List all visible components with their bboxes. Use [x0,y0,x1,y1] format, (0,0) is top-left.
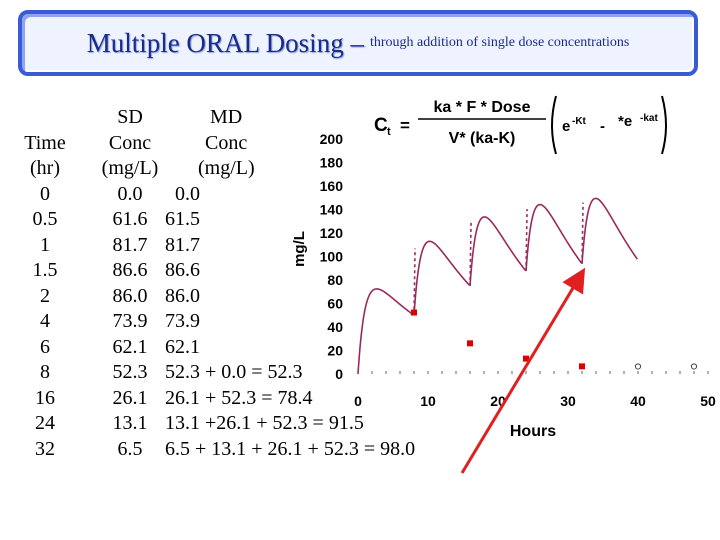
time-cell: 32 [35,437,55,460]
md-curve-segment [581,197,638,264]
time-cell: 24 [35,412,55,434]
time-cell: 1 [40,233,50,256]
time-cell: 0 [40,182,50,205]
md-curve-segment [525,203,582,272]
sd-cell: 13.1 [112,412,148,434]
sd-cell: 73.9 [112,310,148,332]
md-cell: 26.1 + 52.3 = 78.4 [165,386,313,409]
x-tick-label: 10 [420,393,436,409]
title-main: Multiple ORAL Dosing – [86,27,364,58]
sd-point [467,340,473,347]
md-cell: 86.6 [165,259,200,281]
open-point [690,363,698,370]
md-cell: 52.3 + 0.0 = 52.3 [165,361,303,383]
x-axis-label: Hours [510,423,556,440]
md-column: MD Conc (mg/L) 0.0 61.5 81.7 86.6 86.0 7… [165,105,415,462]
md-cell: 0.0 [175,182,200,205]
md-header-line3: (mg/L) [198,157,255,179]
time-header-line2: (hr) [30,157,60,179]
sd-cell: 86.0 [112,284,148,307]
sd-header-line1: SD [117,106,143,128]
sd-cell: 0.0 [117,182,143,205]
time-cell: 16 [35,386,55,409]
open-point [634,363,642,370]
md-cell: 6.5 + 13.1 + 26.1 + 52.3 = 98.0 [165,437,416,460]
x-tick-label: 40 [630,393,646,409]
formula-right-paren [661,95,667,155]
sd-column: SD Conc (mg/L) 0.0 61.6 81.7 86.6 86.0 7… [85,105,175,462]
md-cell: 62.1 [165,335,200,358]
sd-cell: 52.3 [112,361,148,383]
md-cell: 86.0 [165,284,200,307]
title-subtitle: through addition of single dose concentr… [369,35,630,50]
formula-term2: *e [618,113,632,130]
md-header-line2: Conc [205,131,248,154]
sd-cell: 86.6 [112,259,148,281]
title-banner: Multiple ORAL Dosing – through addition … [18,10,698,76]
md-cell: 61.5 [165,208,200,230]
formula: C t = ka * F * Dose V* (ka-K) e -Kt - *e… [374,95,667,155]
md-header-line1: MD [210,106,243,128]
md-curve-segment [469,216,526,286]
sd-header-line3: (mg/L) [101,157,159,179]
formula-minus: - [600,118,605,135]
formula-term1: e [562,118,570,135]
sd-cell: 26.1 [112,386,148,409]
md-dose-jump [525,209,528,272]
sd-cell: 81.7 [112,233,148,256]
x-tick-label: 30 [560,393,576,409]
points-layer [411,309,698,370]
arrow-layer [460,267,586,474]
md-cell: 73.9 [165,310,200,332]
sd-point [523,355,529,362]
time-cell: 0.5 [32,208,58,230]
time-header-line1: Time [24,131,66,154]
x-tick-label: 20 [490,393,506,409]
time-cell: 6 [40,335,50,358]
sd-cell: 6.5 [117,437,143,460]
time-cell: 8 [40,361,50,383]
time-cell: 4 [40,310,50,332]
time-column: Time (hr) 0 0.5 1 1.5 2 4 6 8 16 24 32 [18,105,72,462]
sd-cell: 61.6 [112,208,148,230]
sd-header-line2: Conc [108,131,152,154]
time-cell: 2 [40,284,50,307]
md-curve-segment [413,240,470,316]
callout-arrow [460,267,586,474]
formula-numerator: ka * F * Dose [434,99,531,116]
md-cell: 81.7 [165,233,200,256]
formula-left-paren [551,95,557,155]
x-tick-label: 50 [700,393,716,409]
md-cell: 13.1 +26.1 + 52.3 = 91.5 [165,412,364,434]
formula-denominator: V* (ka-K) [449,130,516,147]
time-cell: 1.5 [32,259,58,281]
formula-term1-exp: -Kt [572,116,587,127]
sd-point [579,363,585,370]
sd-cell: 62.1 [112,335,148,358]
md-dose-jump [469,222,472,286]
formula-term2-exp: -kat [640,113,658,124]
md-dose-jump [581,202,584,264]
